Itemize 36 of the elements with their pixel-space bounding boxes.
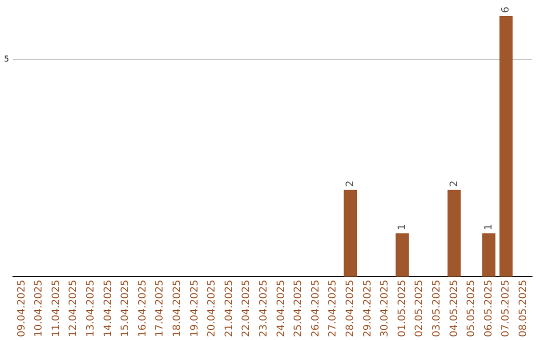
x-tick-label: 13.04.2025 xyxy=(86,280,97,338)
x-tick-label: 23.04.2025 xyxy=(258,280,270,338)
x-tick-label: 10.04.2025 xyxy=(34,280,45,338)
x-tick-label: 18.04.2025 xyxy=(172,280,184,338)
x-tick-label: 14.04.2025 xyxy=(102,280,114,338)
data-label: 1 xyxy=(483,224,494,230)
x-tick-label: 06.05.2025 xyxy=(483,280,494,338)
x-tick-label: 08.05.2025 xyxy=(518,280,529,338)
x-tick-label: 24.04.2025 xyxy=(276,280,287,338)
x-tick-label: 29.04.2025 xyxy=(362,280,374,338)
x-tick-label: 07.05.2025 xyxy=(500,280,512,338)
x-tick-label: 12.04.2025 xyxy=(68,280,80,338)
x-tick-label: 11.04.2025 xyxy=(50,280,62,338)
x-tick-label: 19.04.2025 xyxy=(189,280,200,338)
x-tick-label: 01.05.2025 xyxy=(396,280,408,338)
x-tick-label: 26.04.2025 xyxy=(310,280,322,338)
data-label: 1 xyxy=(396,224,408,230)
x-tick-label: 27.04.2025 xyxy=(328,280,339,338)
x-tick-label: 30.04.2025 xyxy=(380,280,391,338)
x-tick-label: 15.04.2025 xyxy=(120,280,132,338)
x-tick-label: 05.05.2025 xyxy=(466,280,478,338)
x-tick-label: 17.04.2025 xyxy=(154,280,166,338)
x-tick-label: 21.04.2025 xyxy=(224,280,235,338)
x-tick-label: 16.04.2025 xyxy=(137,280,148,338)
x-tick-label: 03.05.2025 xyxy=(431,280,442,338)
x-tick-label: 22.04.2025 xyxy=(241,280,252,338)
x-tick-label: 28.04.2025 xyxy=(344,280,356,338)
x-tick-label: 02.05.2025 xyxy=(414,280,426,338)
x-tick-label: 25.04.2025 xyxy=(293,280,304,338)
x-tick-label: 04.05.2025 xyxy=(448,280,460,338)
y-tick-label: 5 xyxy=(4,54,10,64)
x-tick-label: 09.04.2025 xyxy=(16,280,28,338)
data-label: 2 xyxy=(344,180,356,187)
data-label: 6 xyxy=(500,6,512,13)
x-tick-label: 20.04.2025 xyxy=(206,280,218,338)
data-label: 2 xyxy=(448,180,460,187)
